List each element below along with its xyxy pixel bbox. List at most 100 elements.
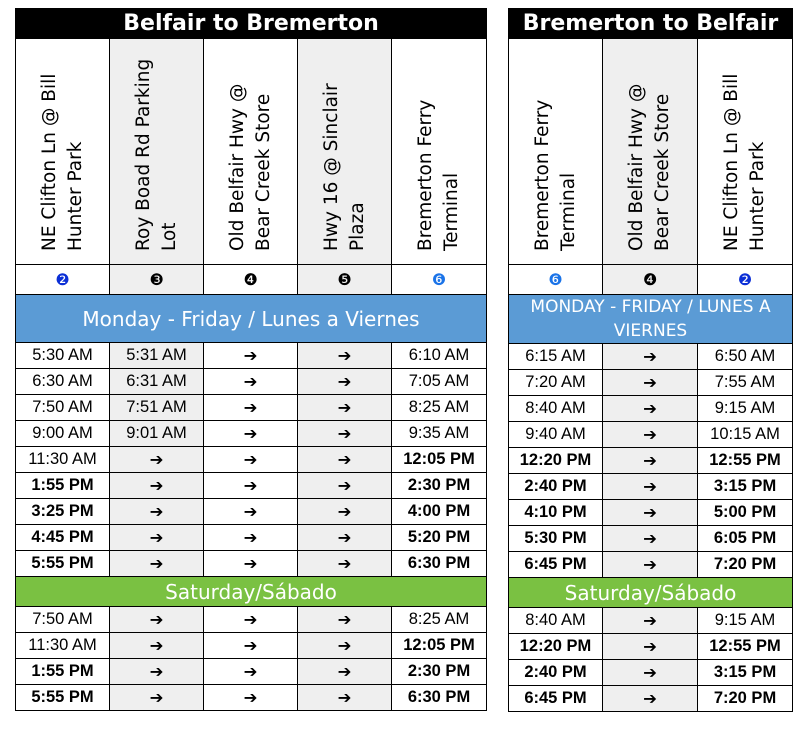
time-cell: 5:20 PM [390, 524, 488, 551]
pass-through-icon: ➔ [203, 524, 298, 551]
table-row: 5:55 PM ➔ ➔ ➔ 6:30 PM [15, 684, 488, 711]
table-row: 11:30 AM ➔ ➔ ➔ 12:05 PM [15, 446, 488, 473]
time-cell: 7:20 PM [696, 685, 794, 712]
pass-through-icon: ➔ [602, 447, 698, 474]
time-cell: 7:50 AM [15, 394, 110, 421]
pass-through-icon: ➔ [602, 369, 698, 396]
time-cell: 4:45 PM [15, 524, 110, 551]
table-row: 2:40 PM ➔ 3:15 PM [508, 659, 794, 686]
time-cell: 6:45 PM [508, 685, 603, 712]
stop-header: NE Clifton Ln @ Bill Hunter Park [696, 38, 794, 265]
time-cell: 6:45 PM [508, 551, 603, 578]
time-cell: 12:05 PM [390, 632, 488, 659]
pass-through-icon: ➔ [602, 421, 698, 448]
pass-through-icon: ➔ [203, 446, 298, 473]
time-cell: 7:50 AM [15, 606, 110, 633]
time-cell: 6:30 PM [390, 684, 488, 711]
time-cell: 5:30 AM [15, 342, 110, 369]
pass-through-icon: ➔ [109, 606, 204, 633]
pass-through-icon: ➔ [297, 394, 392, 421]
stop-header: Bremerton Ferry Terminal [508, 38, 603, 265]
stop-name: Hwy 16 @ Sinclair Plaza [320, 83, 368, 251]
saturday-band: Saturday/Sábado [14, 576, 488, 607]
time-cell: 12:20 PM [508, 447, 603, 474]
weekday-band: Monday - Friday / Lunes a Viernes [14, 294, 488, 343]
table-row: 1:55 PM ➔ ➔ ➔ 2:30 PM [15, 658, 488, 685]
time-cell: 8:40 AM [508, 395, 603, 422]
stop-name: Old Belfair Hwy @ Bear Creek Store [626, 83, 673, 251]
pass-through-icon: ➔ [203, 420, 298, 447]
time-cell: 9:15 AM [696, 607, 794, 634]
stop-name: Bremerton Ferry Terminal [415, 99, 463, 251]
time-cell: 1:55 PM [15, 472, 110, 499]
time-cell: 5:31 AM [109, 342, 204, 369]
table-title: Belfair to Bremerton [14, 8, 488, 39]
pass-through-icon: ➔ [602, 659, 698, 686]
pass-through-icon: ➔ [297, 498, 392, 525]
time-cell: 3:25 PM [15, 498, 110, 525]
stop-header: Old Belfair Hwy @ Bear Creek Store [203, 38, 298, 265]
table-row: 5:55 PM ➔ ➔ ➔ 6:30 PM [15, 550, 488, 577]
stop-number-icon: ❺ [297, 264, 392, 295]
time-cell: 9:40 AM [508, 421, 603, 448]
time-cell: 11:30 AM [15, 632, 110, 659]
time-cell: 2:40 PM [508, 659, 603, 686]
belfair-to-bremerton-table: Belfair to Bremerton NE Clifton Ln @ Bil… [14, 8, 488, 711]
pass-through-icon: ➔ [297, 524, 392, 551]
pass-through-icon: ➔ [203, 394, 298, 421]
pass-through-icon: ➔ [602, 395, 698, 422]
table-row: 7:50 AM ➔ ➔ ➔ 8:25 AM [15, 606, 488, 633]
time-cell: 9:00 AM [15, 420, 110, 447]
table-row: 11:30 AM ➔ ➔ ➔ 12:05 PM [15, 632, 488, 659]
table-row: 12:20 PM ➔ 12:55 PM [508, 447, 794, 474]
time-cell: 8:25 AM [390, 394, 488, 421]
time-cell: 8:40 AM [508, 607, 603, 634]
table-row: 8:40 AM ➔ 9:15 AM [508, 395, 794, 422]
pass-through-icon: ➔ [602, 607, 698, 634]
pass-through-icon: ➔ [297, 550, 392, 577]
pass-through-icon: ➔ [297, 420, 392, 447]
pass-through-icon: ➔ [203, 342, 298, 369]
pass-through-icon: ➔ [297, 342, 392, 369]
weekday-band: MONDAY - FRIDAY / LUNES A VIERNES [507, 294, 794, 344]
pass-through-icon: ➔ [203, 550, 298, 577]
stop-name: NE Clifton Ln @ Bill Hunter Park [721, 73, 768, 251]
pass-through-icon: ➔ [203, 368, 298, 395]
table-row: 6:45 PM ➔ 7:20 PM [508, 685, 794, 712]
stop-number-icon: ❷ [696, 264, 794, 295]
stop-number: ❸ [149, 271, 164, 289]
time-cell: 12:55 PM [696, 447, 794, 474]
stop-number: ❹ [243, 271, 258, 289]
stop-header: Old Belfair Hwy @ Bear Creek Store [602, 38, 698, 265]
pass-through-icon: ➔ [297, 606, 392, 633]
pass-through-icon: ➔ [297, 446, 392, 473]
stop-name: Old Belfair Hwy @ Bear Creek Store [226, 83, 274, 251]
saturday-band: Saturday/Sábado [507, 577, 794, 608]
time-cell: 3:15 PM [696, 473, 794, 500]
table-row: 6:15 AM ➔ 6:50 AM [508, 343, 794, 370]
time-cell: 12:55 PM [696, 633, 794, 660]
stop-number-icon: ❷ [15, 264, 110, 295]
stop-header: NE Clifton Ln @ Bill Hunter Park [15, 38, 110, 265]
table-row: 2:40 PM ➔ 3:15 PM [508, 473, 794, 500]
time-cell: 3:15 PM [696, 659, 794, 686]
pass-through-icon: ➔ [203, 658, 298, 685]
table-row: 4:45 PM ➔ ➔ ➔ 5:20 PM [15, 524, 488, 551]
pass-through-icon: ➔ [203, 606, 298, 633]
time-cell: 9:01 AM [109, 420, 204, 447]
time-cell: 5:55 PM [15, 684, 110, 711]
time-cell: 11:30 AM [15, 446, 110, 473]
time-cell: 6:05 PM [696, 525, 794, 552]
time-cell: 5:55 PM [15, 550, 110, 577]
pass-through-icon: ➔ [203, 472, 298, 499]
pass-through-icon: ➔ [109, 524, 204, 551]
time-cell: 7:55 AM [696, 369, 794, 396]
time-cell: 4:10 PM [508, 499, 603, 526]
time-cell: 6:10 AM [390, 342, 488, 369]
pass-through-icon: ➔ [297, 368, 392, 395]
pass-through-icon: ➔ [602, 343, 698, 370]
stop-number-icon: ❹ [203, 264, 298, 295]
time-cell: 9:15 AM [696, 395, 794, 422]
time-cell: 5:00 PM [696, 499, 794, 526]
stop-number-icon: ❸ [109, 264, 204, 295]
